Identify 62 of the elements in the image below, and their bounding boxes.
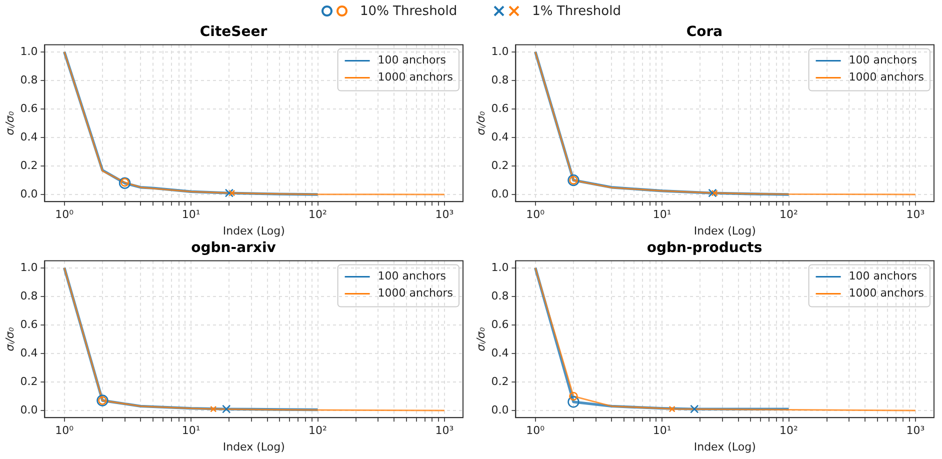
legend-label: 1000 anchors <box>378 286 454 300</box>
y-axis-title: σᵢ/σ₀ <box>3 110 16 136</box>
x-tick-label: 10³ <box>906 424 925 438</box>
x-tick-label: 10¹ <box>182 424 200 438</box>
x-tick-label: 10³ <box>435 424 454 438</box>
x-tick-label: 10⁰ <box>526 208 546 222</box>
x-tick-label: 10¹ <box>182 208 200 222</box>
y-tick-label: 1.0 <box>491 44 509 58</box>
legend-label: 100 anchors <box>848 270 918 283</box>
x-tick-label: 10³ <box>906 208 925 222</box>
y-axis-title: σᵢ/σ₀ <box>3 326 16 352</box>
y-tick-label: 0.2 <box>20 158 38 172</box>
x-tick-label: 10¹ <box>652 208 672 222</box>
x-tick-label: 10⁰ <box>526 424 546 438</box>
y-tick-label: 1.0 <box>20 44 38 58</box>
chart-title: ogbn-products <box>646 240 762 256</box>
y-tick-label: 0.2 <box>20 374 38 388</box>
y-tick-label: 0.2 <box>491 158 509 172</box>
y-tick-label: 0.4 <box>20 130 38 144</box>
chart-title: Cora <box>686 24 723 40</box>
chart-title: ogbn-arxiv <box>191 240 276 256</box>
y-tick-label: 0.8 <box>20 289 38 302</box>
legend-label: 1% Threshold <box>532 4 621 18</box>
y-axis-title: σᵢ/σ₀ <box>474 326 488 352</box>
x-tick-label: 10² <box>780 424 798 438</box>
y-tick-label: 0.6 <box>491 102 509 115</box>
x-tick-label: 10¹ <box>652 424 672 438</box>
y-tick-label: 0.4 <box>491 346 509 360</box>
x-tick-label: 10⁰ <box>55 208 74 222</box>
y-tick-label: 0.2 <box>491 374 509 388</box>
y-tick-label: 0.8 <box>20 73 38 86</box>
chart-title: CiteSeer <box>200 24 268 40</box>
legend-label: 100 anchors <box>378 54 446 67</box>
y-tick-label: 0.4 <box>20 346 38 360</box>
x-axis-title: Index (Log) <box>222 440 285 454</box>
y-tick-label: 0.0 <box>20 403 38 416</box>
y-tick-label: 0.6 <box>491 318 509 331</box>
legend-label: 1000 anchors <box>848 70 924 84</box>
y-tick-label: 0.6 <box>20 318 38 331</box>
legend-label: 100 anchors <box>378 270 446 283</box>
x-axis-title: Index (Log) <box>222 224 285 238</box>
x-tick-label: 10² <box>308 208 327 222</box>
x-axis-title: Index (Log) <box>694 440 756 454</box>
legend-label: 100 anchors <box>848 54 918 67</box>
x-tick-label: 10² <box>780 208 798 222</box>
legend-label: 1000 anchors <box>378 70 454 84</box>
y-tick-label: 1.0 <box>20 260 38 274</box>
y-tick-label: 1.0 <box>491 260 509 274</box>
y-tick-label: 0.4 <box>491 130 509 144</box>
y-axis-title: σᵢ/σ₀ <box>474 110 488 136</box>
y-tick-label: 0.8 <box>491 289 509 302</box>
legend-label: 10% Threshold <box>360 4 458 18</box>
y-tick-label: 0.0 <box>491 187 509 200</box>
x-axis-title: Index (Log) <box>694 224 756 238</box>
y-tick-label: 0.6 <box>20 102 38 115</box>
x-tick-label: 10⁰ <box>55 424 74 438</box>
legend-label: 1000 anchors <box>848 286 924 300</box>
x-tick-label: 10² <box>308 424 327 438</box>
y-tick-label: 0.0 <box>20 187 38 200</box>
x-tick-label: 10³ <box>435 208 454 222</box>
y-tick-label: 0.0 <box>491 403 509 416</box>
y-tick-label: 0.8 <box>491 73 509 86</box>
